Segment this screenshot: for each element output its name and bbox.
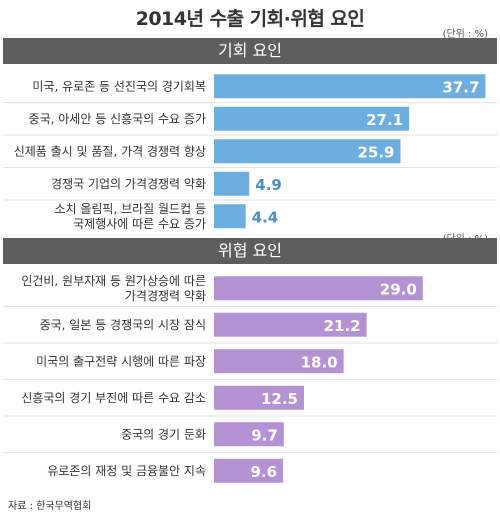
opportunity-bar-1 [214, 74, 486, 99]
threat-category-label-6: 유로존의 재정 및 금융불안 지속 [47, 464, 206, 478]
threat-category-label-2: 중국, 일본 등 경쟁국의 시장 잠식 [40, 318, 206, 332]
section-header-opportunity: 기회 요인 [3, 38, 497, 64]
opportunity-bar-5 [214, 204, 246, 229]
opportunity-bar-4 [214, 171, 250, 196]
threat-value-label-4: 12.5 [261, 390, 298, 408]
threat-bar-5 [214, 422, 284, 447]
threat-bar-3 [214, 349, 344, 374]
threat-category-label-5: 중국의 경기 둔화 [121, 427, 206, 441]
opportunity-value-label-2: 27.1 [366, 111, 403, 129]
section-header-threat: 위협 요인 [3, 238, 497, 264]
threat-category-label-1: 인건비, 원부자재 등 원가상승에 따른 가격경쟁력 약화 [21, 274, 206, 303]
opportunity-value-label-5: 4.4 [252, 208, 279, 226]
opportunity-bar-3 [214, 139, 401, 164]
threat-bar-6 [214, 458, 284, 483]
source-note: 자료 : 한국무역협회 [8, 501, 92, 512]
threat-bar-1 [214, 276, 423, 301]
threat-value-label-2: 21.2 [324, 317, 361, 335]
opportunity-value-label-4: 4.9 [255, 176, 282, 194]
threat-value-label-6: 9.6 [251, 463, 278, 481]
threat-category-label-4: 신흥국의 경기 부진에 따른 수요 감소 [21, 391, 206, 405]
opportunity-value-label-3: 25.9 [357, 143, 394, 161]
threat-bar-2 [214, 312, 367, 337]
threat-value-label-5: 9.7 [251, 426, 278, 444]
opportunity-category-label-1: 미국, 유로존 등 선진국의 경기회복 [32, 79, 206, 93]
chart-title: 2014년 수출 기회·위협 요인 [135, 8, 365, 30]
opportunity-bar-2 [214, 106, 410, 131]
threat-value-label-1: 29.0 [380, 280, 417, 298]
unit-label-opportunity: (단위 : %) [442, 29, 488, 40]
opportunity-value-label-1: 37.7 [442, 78, 479, 96]
threat-bar-4 [214, 385, 304, 410]
opportunity-category-label-3: 신제품 출시 및 품질, 가격 경쟁력 향상 [14, 144, 206, 158]
opportunity-category-label-4: 경쟁국 기업의 가격경쟁력 약화 [51, 176, 206, 191]
opportunity-category-label-5: 소치 올림픽, 브라질 월드컵 등 국제행사에 따른 수요 증가 [54, 202, 206, 231]
threat-value-label-3: 18.0 [301, 353, 338, 371]
opportunity-category-label-2: 중국, 아세안 등 신흥국의 수요 증가 [29, 112, 206, 126]
threat-category-label-3: 미국의 출구전략 시행에 따른 파장 [36, 353, 206, 368]
